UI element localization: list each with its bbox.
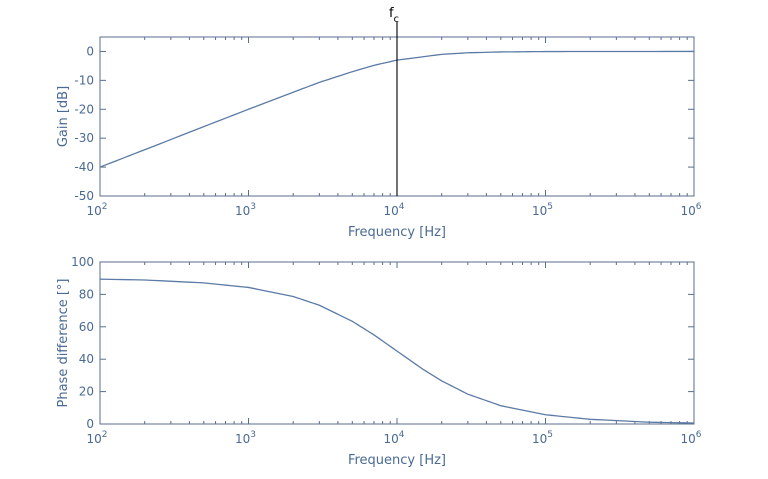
phase-y-tick-label: 100 bbox=[71, 255, 94, 269]
phase-x-tick-label: 104 bbox=[383, 430, 404, 446]
phase-x-tick-label: 106 bbox=[680, 430, 701, 446]
gain-response-curve bbox=[100, 50, 694, 168]
gain-x-tick-label: 106 bbox=[680, 202, 701, 218]
phase-y-tick-label: 40 bbox=[79, 352, 94, 366]
phase-y-tick-label: 0 bbox=[86, 417, 94, 431]
phase-response-curve bbox=[100, 278, 694, 424]
gain-y-tick-label: -10 bbox=[74, 73, 94, 87]
phase-y-tick-label: 60 bbox=[79, 320, 94, 334]
gain-y-axis-label: Gain [dB] bbox=[56, 86, 71, 147]
gain-panel: 102 103 104 105 106 0 -10 -20 -30 -40 -50 Frequency… bbox=[56, 6, 702, 240]
phase-y-tick-label: 80 bbox=[79, 287, 94, 301]
gain-x-axis-label: Frequency [Hz] bbox=[348, 225, 446, 240]
gain-y-tick-label: -40 bbox=[74, 160, 94, 174]
phase-y-tick-label: 20 bbox=[79, 385, 94, 399]
gain-y-tick-label: -30 bbox=[74, 131, 94, 145]
gain-x-tick-label: 105 bbox=[532, 202, 553, 218]
cutoff-frequency-label: fc bbox=[389, 6, 399, 25]
phase-panel: 102 103 104 105 106 0 20 40 60 80 100 Frequency [Hz… bbox=[56, 255, 702, 468]
gain-x-tick-label: 104 bbox=[383, 202, 404, 218]
gain-y-tick-label: -50 bbox=[74, 189, 94, 203]
phase-x-tick-label: 102 bbox=[86, 430, 107, 446]
phase-x-axis-label: Frequency [Hz] bbox=[348, 453, 446, 468]
gain-y-tick-label: 0 bbox=[86, 44, 94, 58]
gain-y-tick-label: -20 bbox=[74, 102, 94, 116]
gain-x-tick-label: 102 bbox=[86, 202, 107, 218]
phase-x-tick-label: 103 bbox=[235, 430, 256, 446]
phase-x-tick-label: 105 bbox=[532, 430, 553, 446]
phase-axes-frame bbox=[99, 261, 695, 425]
gain-x-tick-label: 103 bbox=[235, 202, 256, 218]
phase-y-axis-label: Phase difference [°] bbox=[56, 279, 71, 408]
